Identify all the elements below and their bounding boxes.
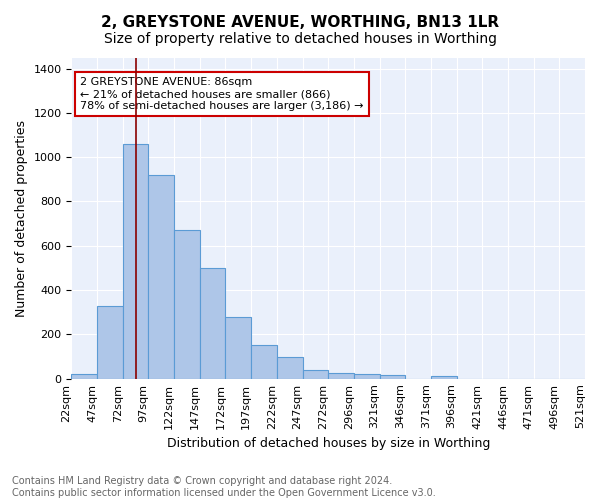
Text: Size of property relative to detached houses in Worthing: Size of property relative to detached ho…	[104, 32, 497, 46]
Bar	[380, 376, 405, 378]
Bar	[302, 370, 328, 378]
Bar	[174, 230, 200, 378]
Y-axis label: Number of detached properties: Number of detached properties	[15, 120, 28, 316]
Bar	[148, 175, 174, 378]
Bar	[71, 374, 97, 378]
Bar	[97, 306, 123, 378]
Bar	[277, 356, 302, 378]
Text: 2, GREYSTONE AVENUE, WORTHING, BN13 1LR: 2, GREYSTONE AVENUE, WORTHING, BN13 1LR	[101, 15, 499, 30]
Bar	[431, 376, 457, 378]
Bar	[226, 316, 251, 378]
X-axis label: Distribution of detached houses by size in Worthing: Distribution of detached houses by size …	[167, 437, 490, 450]
Bar	[328, 373, 354, 378]
Text: 2 GREYSTONE AVENUE: 86sqm
← 21% of detached houses are smaller (866)
78% of semi: 2 GREYSTONE AVENUE: 86sqm ← 21% of detac…	[80, 78, 364, 110]
Text: Contains HM Land Registry data © Crown copyright and database right 2024.
Contai: Contains HM Land Registry data © Crown c…	[12, 476, 436, 498]
Bar	[251, 346, 277, 378]
Bar	[200, 268, 226, 378]
Bar	[354, 374, 380, 378]
Bar	[123, 144, 148, 378]
